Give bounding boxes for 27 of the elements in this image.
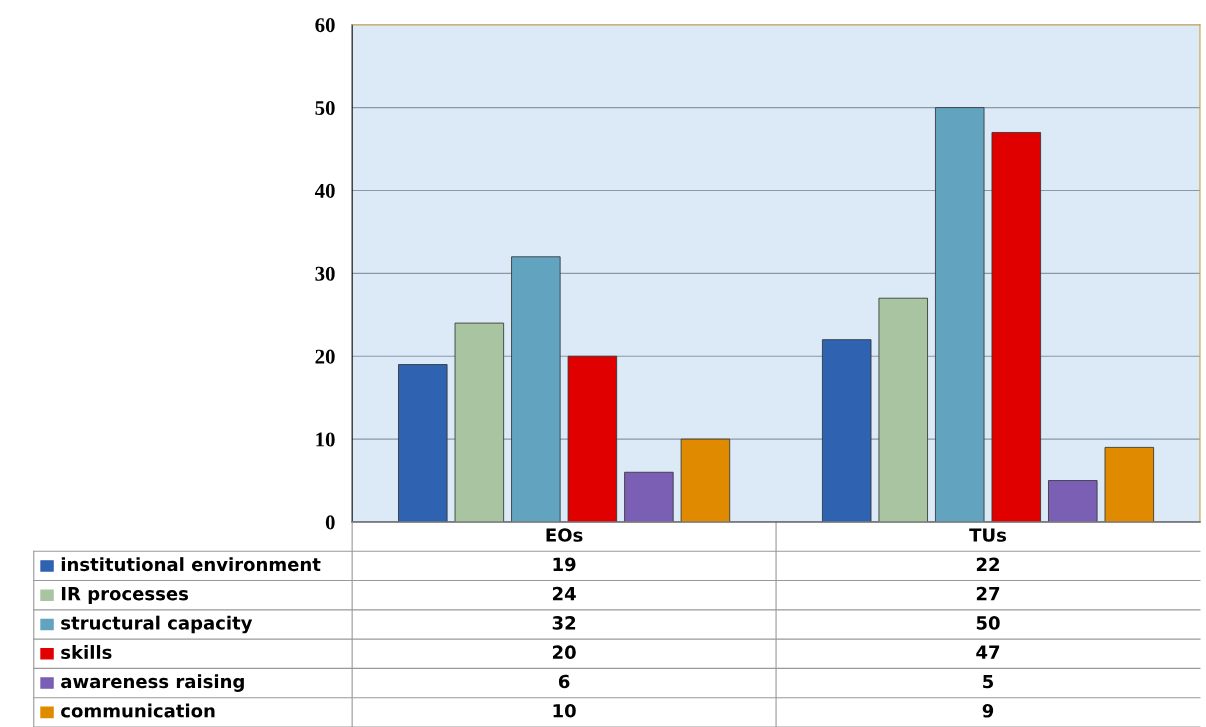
data-label: 22 <box>976 557 1000 571</box>
data-label: 10 <box>553 703 576 718</box>
legend-label: awareness raising <box>61 674 244 692</box>
legend-label: IR processes <box>61 587 189 604</box>
y-tick-label: 40 <box>314 183 335 198</box>
y-tick-label: 50 <box>315 100 335 116</box>
data-label: 50 <box>976 616 1000 630</box>
x-tick-label: EOs <box>546 528 583 542</box>
y-tick-label: 0 <box>325 515 335 530</box>
data-label: 19 <box>553 557 576 572</box>
y-tick-label: 60 <box>315 18 335 33</box>
data-label: 24 <box>552 586 576 601</box>
x-tick-label: TUs <box>969 528 1007 542</box>
legend-label: structural capacity <box>61 615 253 634</box>
data-label: 32 <box>552 616 576 630</box>
legend-label: communication <box>61 703 215 718</box>
data-label: 6 <box>558 674 570 689</box>
data-label: 9 <box>982 703 994 718</box>
data-label: 27 <box>976 586 1000 601</box>
legend-label: skills <box>61 645 112 660</box>
y-tick-label: 10 <box>316 432 335 447</box>
data-label: 20 <box>552 645 576 660</box>
y-tick-label: 20 <box>315 349 335 364</box>
data-label: 5 <box>983 674 994 689</box>
data-label: 47 <box>976 645 1000 659</box>
legend-label: institutional environment <box>61 557 321 572</box>
y-tick-label: 30 <box>315 266 335 281</box>
